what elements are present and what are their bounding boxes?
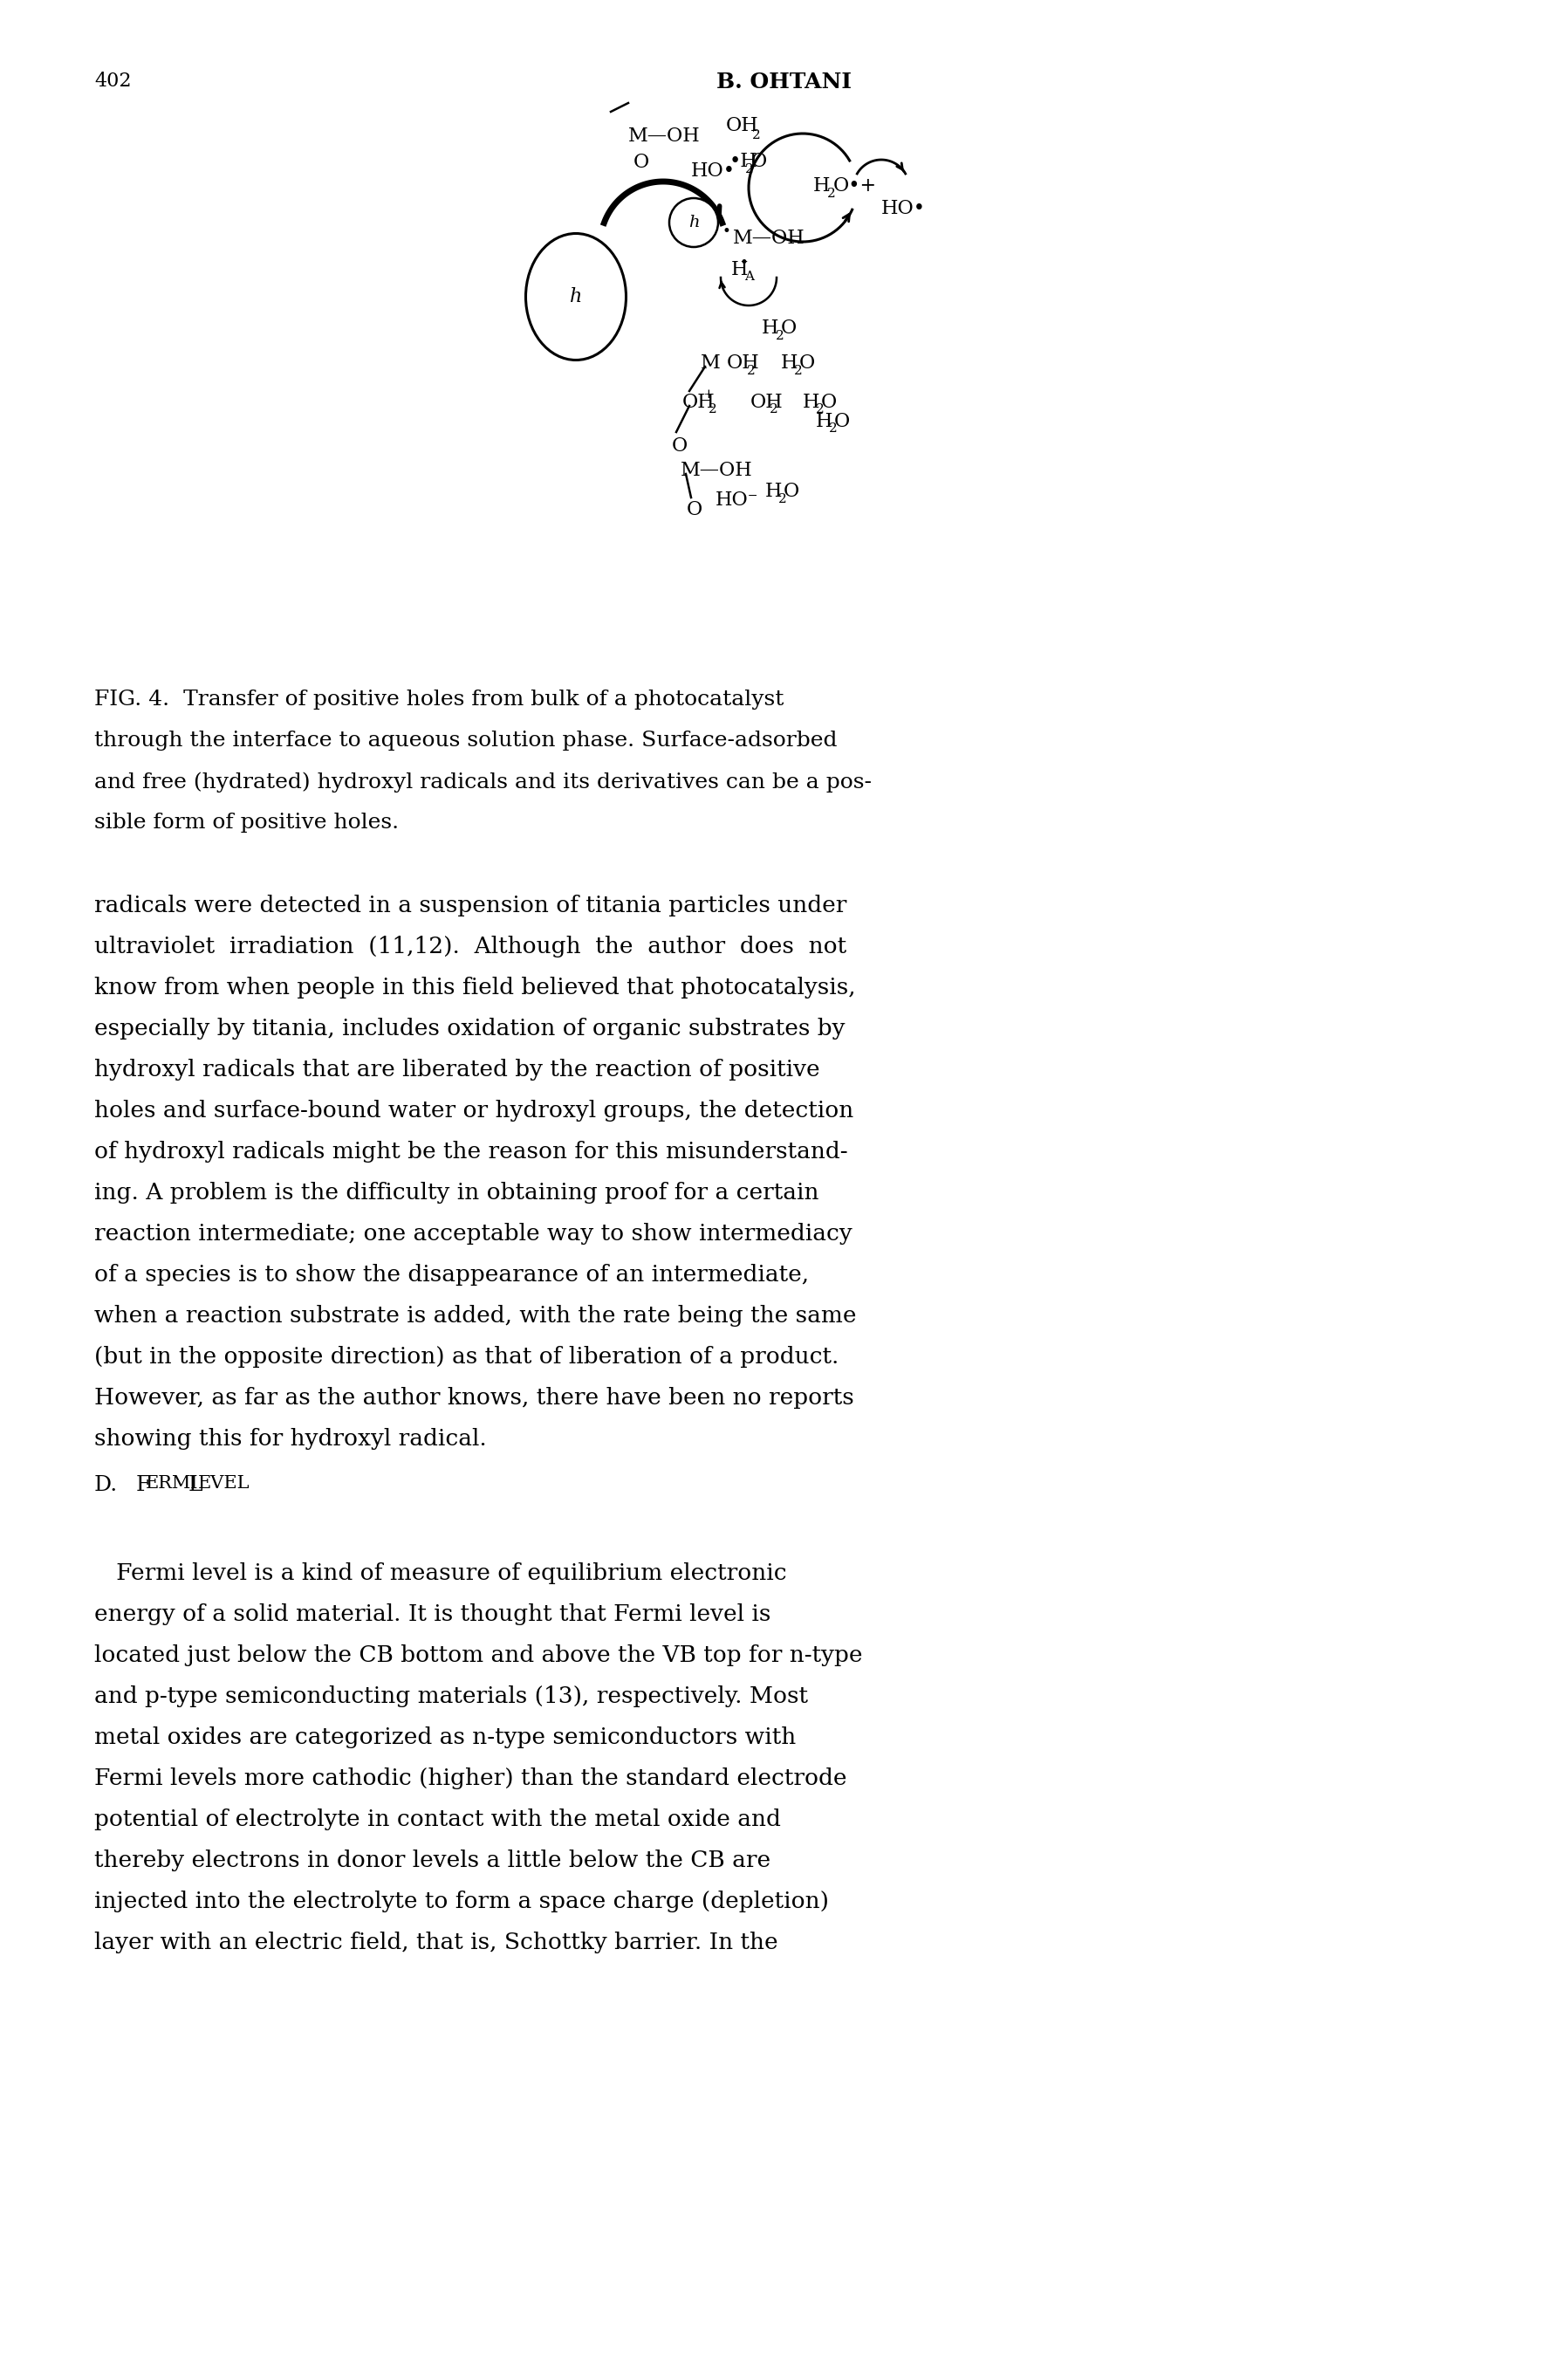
Text: Fermi levels more cathodic (higher) than the standard electrode: Fermi levels more cathodic (higher) than… bbox=[94, 1768, 847, 1790]
Text: •: • bbox=[740, 255, 748, 272]
Text: H: H bbox=[731, 260, 748, 279]
Text: B. OHTANI: B. OHTANI bbox=[717, 71, 851, 92]
Text: O: O bbox=[781, 319, 797, 338]
Text: metal oxides are categorized as n-type semiconductors with: metal oxides are categorized as n-type s… bbox=[94, 1726, 797, 1747]
Text: EVEL: EVEL bbox=[198, 1476, 249, 1492]
Text: 2: 2 bbox=[828, 187, 836, 201]
Text: when a reaction substrate is added, with the rate being the same: when a reaction substrate is added, with… bbox=[94, 1306, 856, 1327]
Text: ing. A problem is the difficulty in obtaining proof for a certain: ing. A problem is the difficulty in obta… bbox=[94, 1183, 818, 1204]
Text: O: O bbox=[834, 411, 850, 432]
Text: potential of electrolyte in contact with the metal oxide and: potential of electrolyte in contact with… bbox=[94, 1809, 781, 1830]
Text: H: H bbox=[765, 482, 782, 501]
Text: OH: OH bbox=[726, 116, 759, 135]
Text: D.: D. bbox=[94, 1476, 118, 1495]
Text: (but in the opposite direction) as that of liberation of a product.: (but in the opposite direction) as that … bbox=[94, 1346, 839, 1367]
Text: radicals were detected in a suspension of titania particles under: radicals were detected in a suspension o… bbox=[94, 895, 847, 916]
Text: M: M bbox=[701, 354, 721, 373]
Text: 2: 2 bbox=[753, 130, 760, 142]
Text: through the interface to aqueous solution phase. Surface-adsorbed: through the interface to aqueous solutio… bbox=[94, 730, 837, 751]
Ellipse shape bbox=[525, 234, 626, 359]
Text: M—OH: M—OH bbox=[629, 127, 701, 146]
Text: +: + bbox=[702, 390, 713, 401]
Text: 2: 2 bbox=[829, 423, 837, 434]
Text: holes and surface-bound water or hydroxyl groups, the detection: holes and surface-bound water or hydroxy… bbox=[94, 1100, 853, 1121]
Text: located just below the CB bottom and above the VB top for n-type: located just below the CB bottom and abo… bbox=[94, 1643, 862, 1667]
Text: HO⁻: HO⁻ bbox=[715, 491, 759, 510]
Text: 2: 2 bbox=[815, 404, 825, 416]
Text: FIG. 4.  Transfer of positive holes from bulk of a photocatalyst: FIG. 4. Transfer of positive holes from … bbox=[94, 689, 784, 711]
Text: HO•: HO• bbox=[691, 161, 735, 182]
Text: 2: 2 bbox=[709, 404, 717, 416]
Text: ERMI: ERMI bbox=[146, 1476, 199, 1492]
Text: H: H bbox=[781, 354, 798, 373]
Text: 2: 2 bbox=[770, 404, 778, 416]
Text: H: H bbox=[803, 392, 820, 411]
Text: OH: OH bbox=[728, 354, 760, 373]
Text: 2: 2 bbox=[793, 366, 803, 378]
Text: 2: 2 bbox=[776, 331, 784, 342]
Text: 2: 2 bbox=[778, 493, 787, 505]
Text: M—OH: M—OH bbox=[732, 229, 804, 248]
Text: F: F bbox=[136, 1476, 151, 1495]
Text: thereby electrons in donor levels a little below the CB are: thereby electrons in donor levels a litt… bbox=[94, 1849, 770, 1872]
Text: H: H bbox=[762, 319, 779, 338]
Text: O: O bbox=[800, 354, 815, 373]
Text: sible form of positive holes.: sible form of positive holes. bbox=[94, 812, 398, 833]
Text: 402: 402 bbox=[94, 71, 132, 90]
Text: •: • bbox=[723, 224, 731, 238]
Text: O: O bbox=[751, 151, 767, 170]
Text: especially by titania, includes oxidation of organic substrates by: especially by titania, includes oxidatio… bbox=[94, 1018, 845, 1039]
Text: know from when people in this field believed that photocatalysis,: know from when people in this field beli… bbox=[94, 977, 856, 999]
Text: O: O bbox=[687, 501, 702, 519]
Text: and free (hydrated) hydroxyl radicals and its derivatives can be a pos-: and free (hydrated) hydroxyl radicals an… bbox=[94, 772, 872, 793]
Text: M—OH: M—OH bbox=[681, 460, 753, 479]
Text: OH: OH bbox=[751, 392, 784, 411]
Text: •H: •H bbox=[729, 151, 757, 170]
Text: However, as far as the author knows, there have been no reports: However, as far as the author knows, the… bbox=[94, 1386, 855, 1410]
Text: showing this for hydroxyl radical.: showing this for hydroxyl radical. bbox=[94, 1428, 486, 1450]
Text: energy of a solid material. It is thought that Fermi level is: energy of a solid material. It is though… bbox=[94, 1603, 771, 1624]
Text: 2: 2 bbox=[746, 366, 756, 378]
Text: HO•: HO• bbox=[881, 198, 925, 217]
Text: H: H bbox=[814, 177, 829, 196]
Text: Fermi level is a kind of measure of equilibrium electronic: Fermi level is a kind of measure of equi… bbox=[94, 1563, 787, 1584]
Text: h: h bbox=[688, 215, 699, 231]
Text: and p-type semiconducting materials (13), respectively. Most: and p-type semiconducting materials (13)… bbox=[94, 1686, 808, 1707]
Circle shape bbox=[670, 198, 718, 248]
Text: L: L bbox=[188, 1476, 202, 1495]
Text: reaction intermediate; one acceptable way to show intermediacy: reaction intermediate; one acceptable wa… bbox=[94, 1223, 853, 1244]
Text: of hydroxyl radicals might be the reason for this misunderstand-: of hydroxyl radicals might be the reason… bbox=[94, 1140, 848, 1162]
Text: injected into the electrolyte to form a space charge (depletion): injected into the electrolyte to form a … bbox=[94, 1891, 829, 1912]
Text: OH: OH bbox=[682, 392, 715, 411]
Text: H: H bbox=[815, 411, 833, 432]
Text: hydroxyl radicals that are liberated by the reaction of positive: hydroxyl radicals that are liberated by … bbox=[94, 1058, 820, 1081]
Text: O: O bbox=[822, 392, 837, 411]
Text: O: O bbox=[671, 437, 688, 456]
Text: O: O bbox=[633, 153, 649, 172]
Text: h: h bbox=[569, 288, 582, 307]
Text: O•+: O•+ bbox=[833, 177, 877, 196]
Text: layer with an electric field, that is, Schottky barrier. In the: layer with an electric field, that is, S… bbox=[94, 1931, 778, 1953]
Text: O: O bbox=[784, 482, 800, 501]
Text: 2: 2 bbox=[745, 163, 754, 175]
Text: A: A bbox=[745, 272, 754, 283]
Text: ultraviolet  irradiation  (11,12).  Although  the  author  does  not: ultraviolet irradiation (11,12). Althoug… bbox=[94, 935, 847, 959]
Text: of a species is to show the disappearance of an intermediate,: of a species is to show the disappearanc… bbox=[94, 1263, 809, 1287]
